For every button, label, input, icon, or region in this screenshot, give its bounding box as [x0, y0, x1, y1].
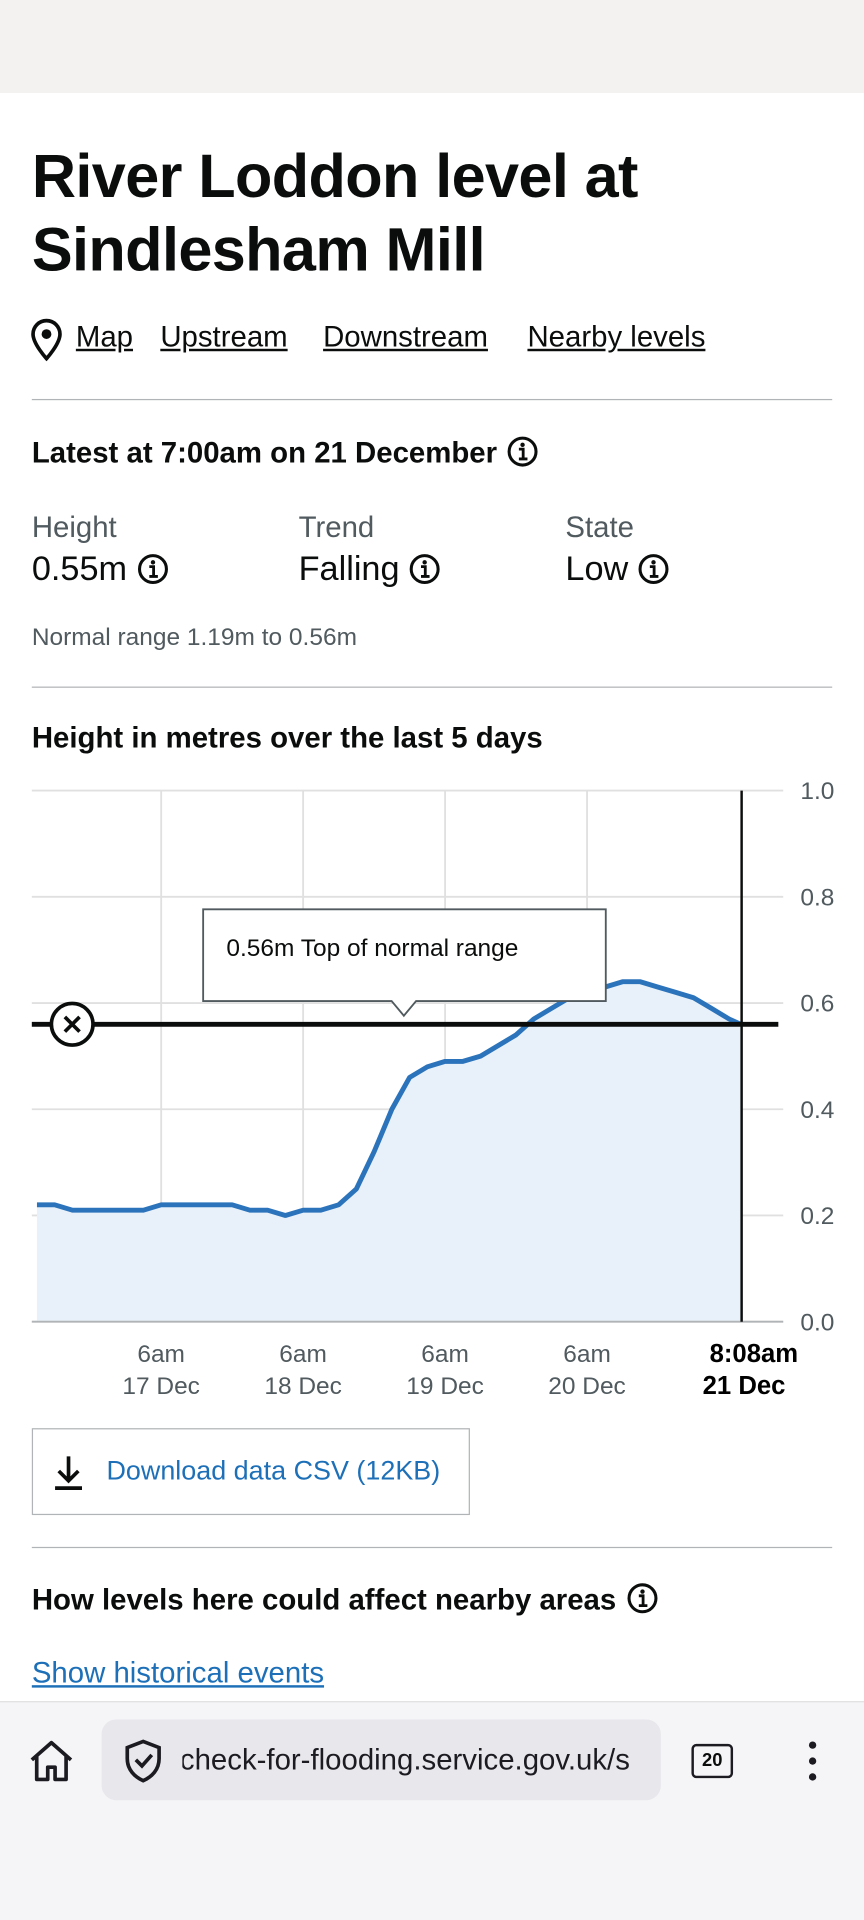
label: State — [565, 511, 634, 545]
area — [36, 981, 741, 1322]
page-title: River Loddon level at Sindlesham Mill — [31, 141, 639, 284]
y-tick-label: 0.8 — [800, 884, 834, 911]
info-glyph — [410, 554, 441, 585]
text: Low — [565, 549, 629, 588]
divider — [31, 398, 833, 401]
latest-heading: Latest at 7:00am on 21 December — [32, 436, 539, 471]
text: How levels here could affect nearby area… — [31, 1583, 617, 1617]
y-tick-label: 0.4 — [800, 1097, 834, 1124]
browser-bar: check-for-flooding.service.gov.uk/s 20 — [0, 1701, 864, 1920]
info-icon[interactable] — [409, 553, 441, 585]
divider — [31, 686, 833, 688]
info-icon[interactable] — [638, 553, 670, 585]
value: Low — [565, 549, 669, 588]
x-tick-label: 17 Dec — [122, 1373, 200, 1400]
link[interactable]: Map — [75, 320, 134, 354]
menu-icon[interactable] — [805, 1739, 820, 1783]
threshold-close-x — [63, 1015, 81, 1033]
now-label: 21 Dec — [703, 1372, 786, 1400]
normal-range: Normal range 1.19m to 0.56m — [31, 624, 357, 652]
pin-icon — [31, 318, 62, 362]
x-tick-label: 18 Dec — [264, 1373, 342, 1400]
impact-heading: How levels here could affect nearby area… — [32, 1582, 658, 1617]
info-glyph — [626, 1583, 657, 1614]
link[interactable]: Upstream — [160, 320, 288, 354]
text: 0.55m — [31, 549, 128, 588]
x-tick-label: 19 Dec — [406, 1373, 484, 1400]
info-icon[interactable] — [507, 436, 539, 468]
value: Falling — [299, 549, 442, 588]
info-icon[interactable] — [626, 1582, 658, 1614]
top-bar — [0, 0, 864, 94]
url-text: check-for-flooding.service.gov.uk/s — [182, 1743, 630, 1777]
url-bar[interactable]: check-for-flooding.service.gov.uk/s — [101, 1719, 661, 1801]
x-tick-label: 6am — [279, 1341, 327, 1368]
y-tick-label: 0.6 — [800, 991, 834, 1018]
tab-count[interactable]: 20 — [691, 1743, 734, 1779]
line — [36, 979, 742, 1218]
x-tick-label: 6am — [137, 1341, 185, 1368]
text: Latest at 7:00am on 21 December — [31, 436, 498, 470]
link[interactable]: Downstream — [323, 320, 488, 354]
now-label: 8:08am — [710, 1340, 799, 1368]
tooltip — [202, 908, 607, 1018]
value: 0.55m — [32, 549, 169, 588]
shield-icon — [125, 1739, 161, 1783]
label: Trend — [298, 511, 375, 545]
tooltip-text: 0.56m Top of normal range — [226, 935, 518, 962]
info-icon[interactable] — [137, 553, 169, 585]
home-icon[interactable] — [27, 1739, 76, 1783]
x-tick-label: 6am — [563, 1341, 611, 1368]
divider — [31, 1546, 833, 1549]
info-glyph — [507, 436, 538, 467]
historical-link[interactable]: Show historical events — [31, 1657, 325, 1691]
x-tick-label: 20 Dec — [548, 1373, 626, 1400]
chart: 0.0 0.2 0.4 0.6 0.8 1.0 6am 17 Dec 6am 18 Dec 6am 1… — [31, 778, 834, 1400]
url: check-for-flooding.service.gov.uk/s — [182, 1744, 647, 1778]
info-glyph — [638, 554, 669, 585]
download-button[interactable]: Download data CSV (12KB) — [31, 1428, 470, 1516]
download-icon — [55, 1456, 82, 1490]
label: Height — [31, 511, 117, 545]
y-tick-label: 1.0 — [800, 778, 834, 805]
info-glyph — [137, 554, 168, 585]
y-tick-label: 0.0 — [800, 1309, 834, 1336]
download-text: Download data CSV (12KB) — [106, 1455, 441, 1486]
x-tick-label: 6am — [421, 1341, 469, 1368]
link[interactable]: Nearby levels — [527, 320, 706, 354]
text: Falling — [298, 549, 400, 588]
chart-title: Height in metres over the last 5 days — [31, 722, 543, 756]
y-tick-label: 0.2 — [800, 1203, 834, 1230]
